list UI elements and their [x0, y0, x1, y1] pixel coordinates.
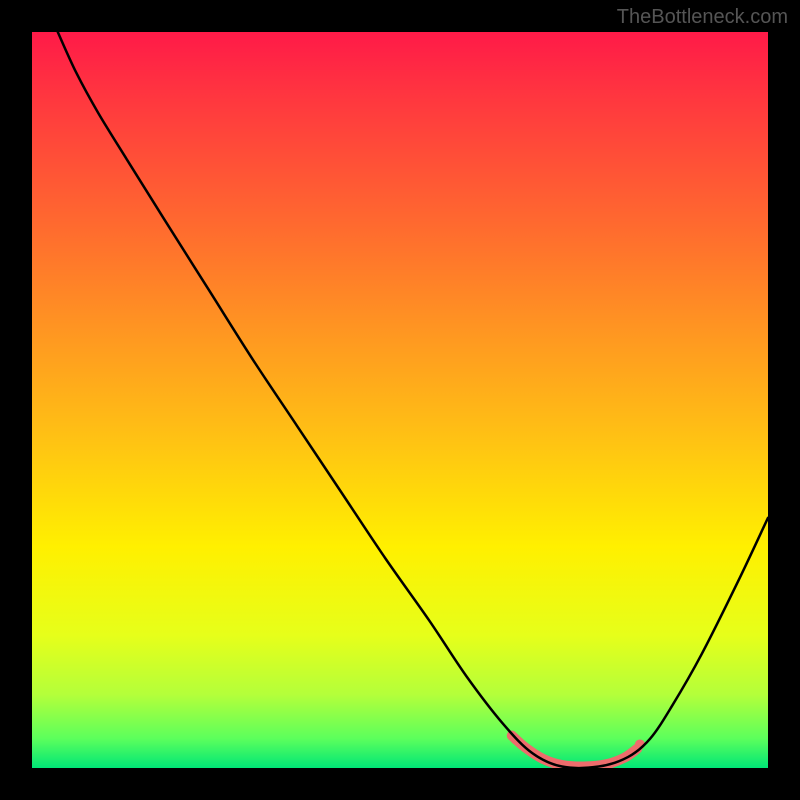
plot-frame: [32, 32, 768, 768]
attribution-text: TheBottleneck.com: [617, 6, 788, 29]
plot-area: [32, 32, 768, 768]
chart-svg: [32, 32, 768, 768]
gradient-rect: [32, 32, 768, 768]
